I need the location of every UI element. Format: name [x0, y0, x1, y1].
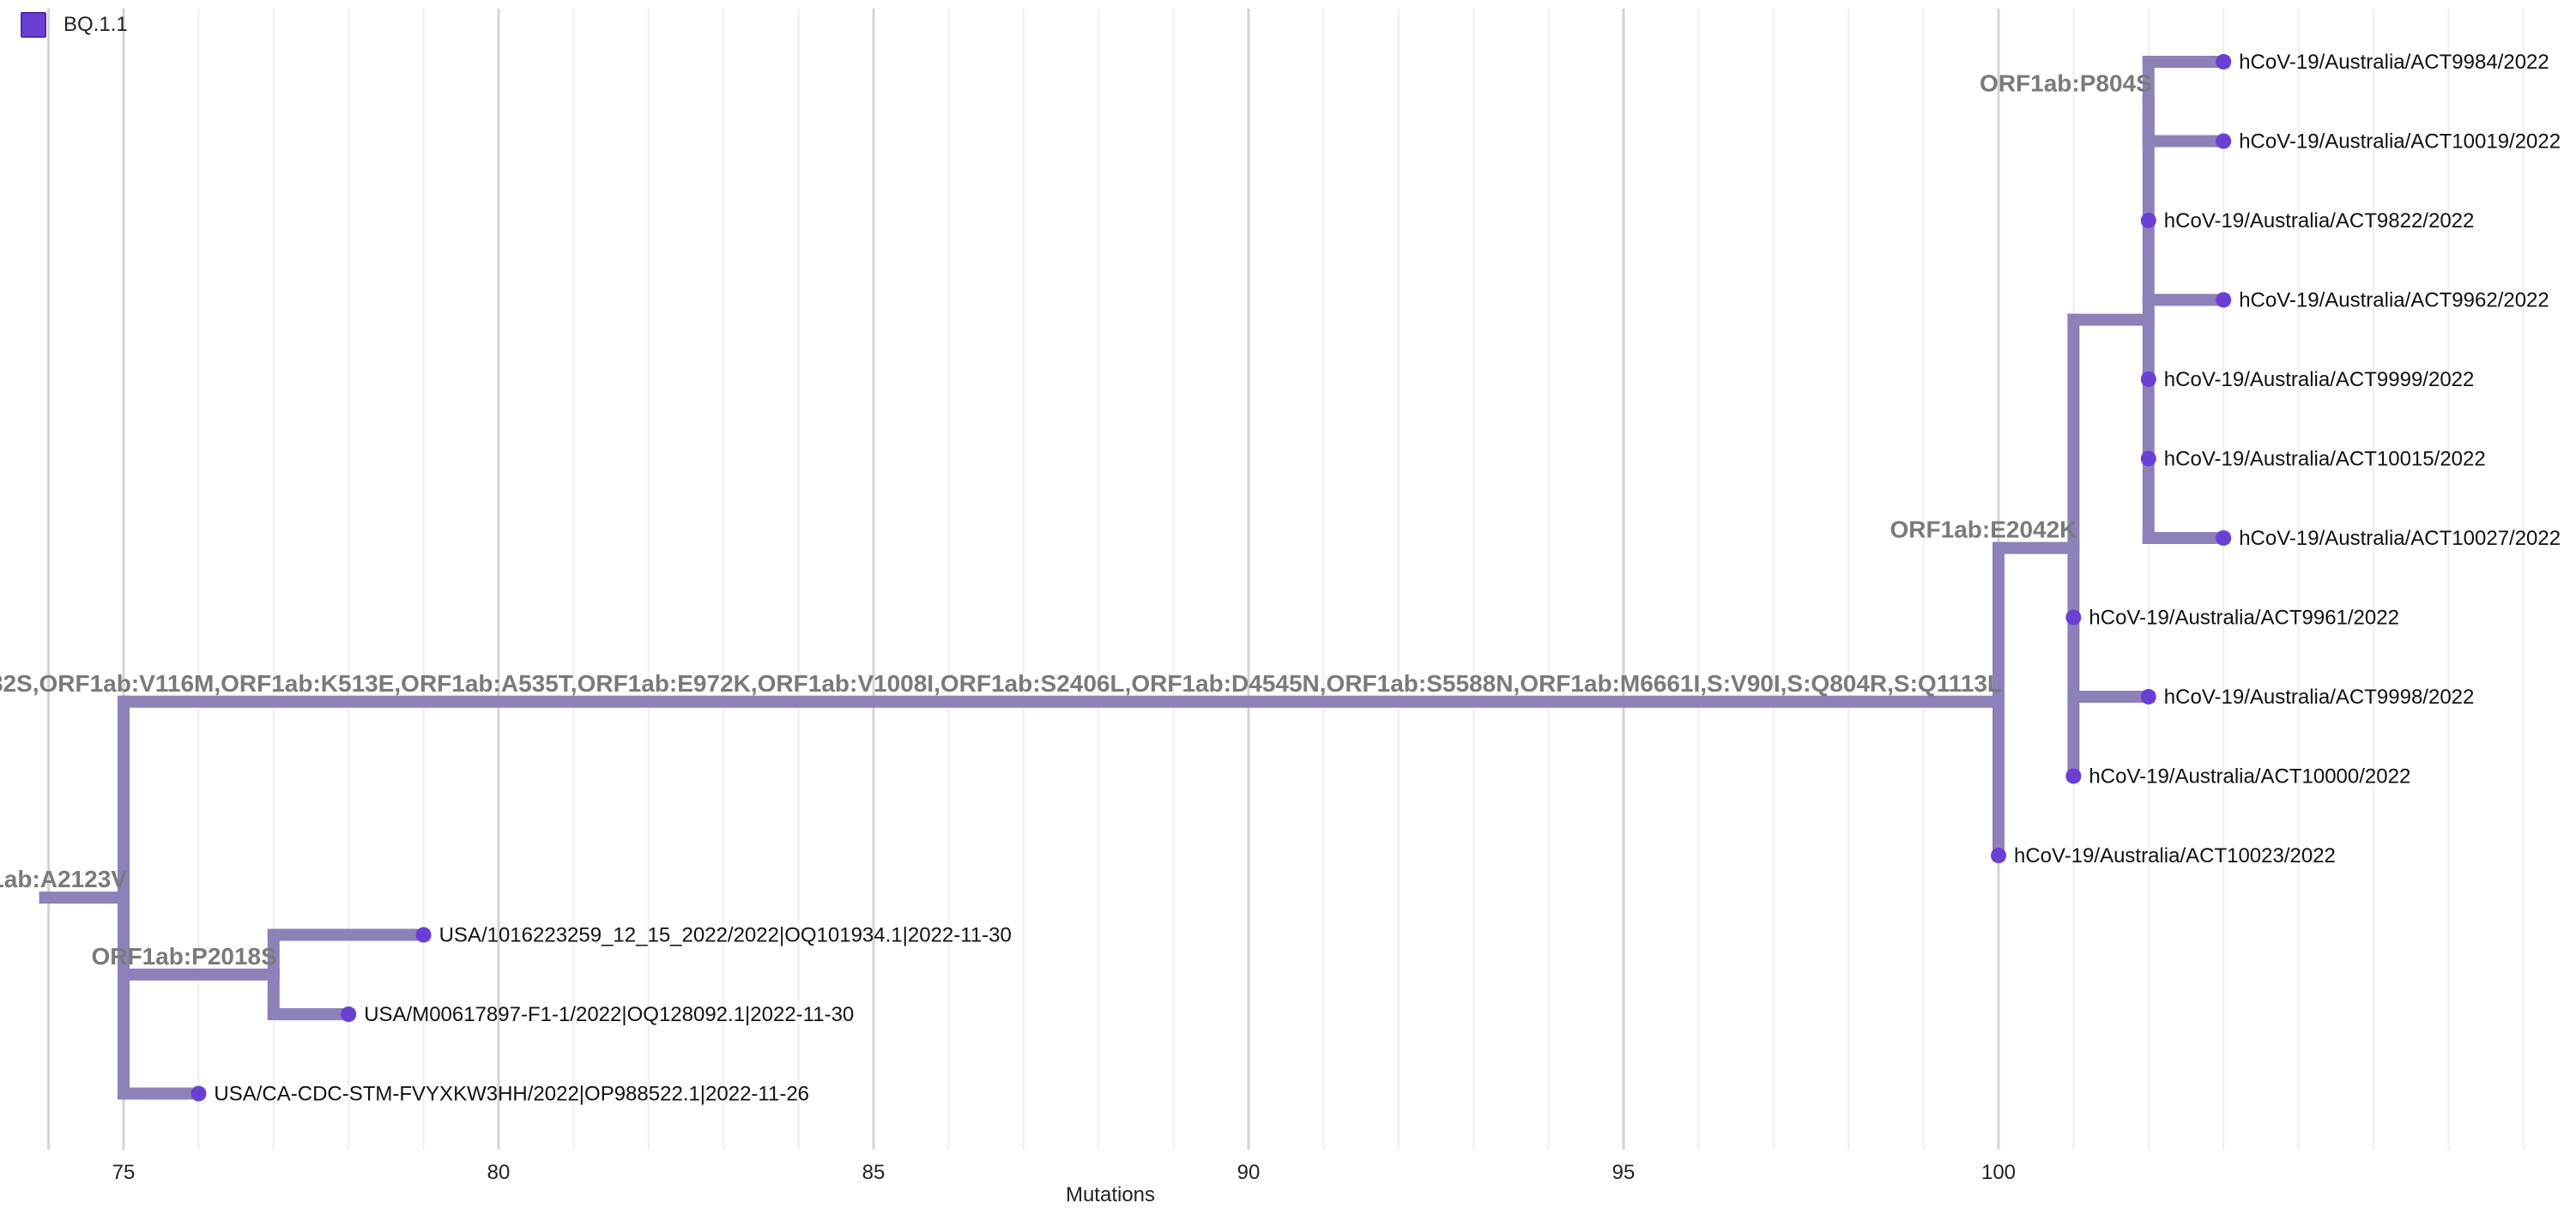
- tip-node[interactable]: [2065, 768, 2082, 784]
- axis-tick-label: 85: [862, 1161, 886, 1184]
- tip-label[interactable]: USA/CA-CDC-STM-FVYXKW3HH/2022|OP988522.1…: [214, 1083, 809, 1106]
- grid-lines: [47, 9, 2525, 1150]
- tree-branches: [39, 56, 2230, 1100]
- tip-label[interactable]: hCoV-19/Australia/ACT10000/2022: [2089, 765, 2410, 789]
- tip-label[interactable]: hCoV-19/Australia/ACT9998/2022: [2164, 686, 2475, 709]
- axis-tick-label: 95: [1612, 1161, 1636, 1184]
- mutation-label: ORF1ab:P2018S: [91, 943, 276, 970]
- tip-label[interactable]: hCoV-19/Australia/ACT9961/2022: [2089, 607, 2399, 630]
- axis-tick-label: 75: [112, 1161, 136, 1184]
- mutation-labels: ORF1ab:A2123V ORF1ab:P2018S S:G82S,ORF1ab:…: [0, 70, 2152, 970]
- tip-node[interactable]: [2140, 372, 2156, 387]
- mutation-label: S:G82S,ORF1ab:V116M,ORF1ab:K513E,ORF1ab:…: [0, 670, 2002, 697]
- tip-label[interactable]: hCoV-19/Australia/ACT9999/2022: [2164, 368, 2475, 391]
- tip-label[interactable]: hCoV-19/Australia/ACT10019/2022: [2239, 130, 2561, 154]
- tip-node[interactable]: [2140, 450, 2156, 467]
- tip-label[interactable]: hCoV-19/Australia/ACT9984/2022: [2239, 51, 2549, 74]
- tip-node[interactable]: [341, 1006, 357, 1022]
- tip-label[interactable]: USA/1016223259_12_15_2022/2022|OQ101934.…: [439, 924, 1012, 947]
- tip-node[interactable]: [415, 927, 432, 943]
- tip-label[interactable]: hCoV-19/Australia/ACT10023/2022: [2014, 844, 2336, 867]
- legend-label[interactable]: BQ.1.1: [63, 13, 128, 36]
- axis-tick-label: 100: [1981, 1161, 2016, 1184]
- tree-tips: hCoV-19/Australia/ACT9984/2022 hCoV-19/Au…: [190, 51, 2561, 1106]
- axis-tick-label: 90: [1237, 1161, 1261, 1184]
- tip-node[interactable]: [2216, 292, 2232, 308]
- mutation-label: ORF1ab:A2123V: [0, 866, 127, 892]
- mutation-label: ORF1ab:E2042K: [1890, 517, 2077, 543]
- tip-node[interactable]: [2216, 530, 2232, 546]
- tip-label[interactable]: hCoV-19/Australia/ACT10015/2022: [2164, 448, 2486, 471]
- tip-node[interactable]: [2216, 54, 2232, 70]
- axis-tick-label: 80: [487, 1161, 511, 1184]
- tip-node[interactable]: [2065, 609, 2082, 626]
- tip-node[interactable]: [2216, 133, 2232, 149]
- legend-swatch[interactable]: [21, 12, 46, 38]
- tip-node[interactable]: [2140, 213, 2156, 228]
- tip-node[interactable]: [190, 1085, 207, 1102]
- mutation-label: ORF1ab:P804S: [1980, 70, 2152, 96]
- tip-node[interactable]: [2140, 689, 2156, 704]
- tip-label[interactable]: hCoV-19/Australia/ACT9822/2022: [2164, 209, 2475, 233]
- legend[interactable]: BQ.1.1: [21, 12, 128, 38]
- tip-label[interactable]: USA/M00617897-F1-1/2022|OQ128092.1|2022-…: [364, 1003, 854, 1026]
- tip-label[interactable]: hCoV-19/Australia/ACT10027/2022: [2239, 527, 2561, 550]
- axis-ticks: 75 80 85 90 95 100: [112, 1161, 2016, 1184]
- tip-label[interactable]: hCoV-19/Australia/ACT9962/2022: [2239, 289, 2549, 312]
- tip-node[interactable]: [1991, 848, 2006, 863]
- axis-title: Mutations: [1066, 1183, 1155, 1206]
